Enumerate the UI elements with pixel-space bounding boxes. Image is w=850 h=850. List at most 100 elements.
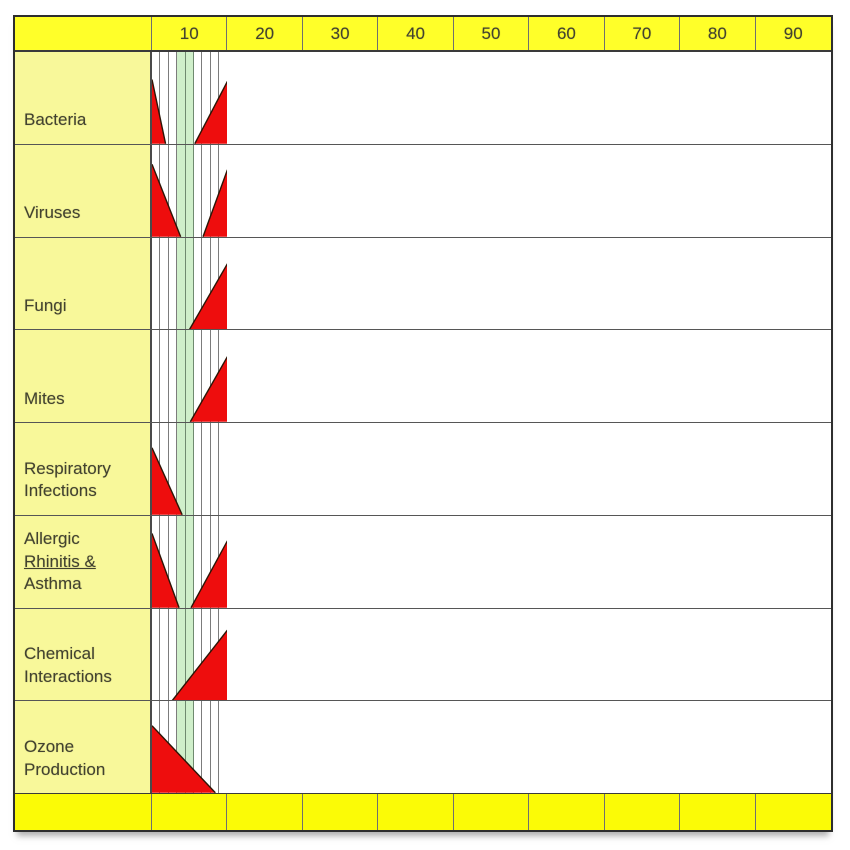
- humidity-tick-label: 40: [378, 17, 454, 50]
- grid-cell: [210, 144, 220, 237]
- optimum-zone-cell: [177, 515, 186, 608]
- footer-row: [15, 793, 831, 830]
- optimum-zone-cell: [185, 330, 194, 422]
- grid-cell: [193, 608, 203, 701]
- row-label-mites: Mites: [15, 330, 152, 422]
- footer-cell: [15, 794, 152, 830]
- row-label-line: Interactions: [24, 666, 112, 686]
- chart-row-bacteria: Bacteria: [15, 52, 831, 145]
- optimum-zone-cell: [177, 701, 186, 793]
- grid-cell: [152, 608, 161, 701]
- wedges-overlay: [152, 609, 228, 701]
- chart-row-respiratory-infections: Respiratory Infections: [15, 423, 831, 516]
- wedges-overlay: [152, 238, 228, 330]
- grid-cell: [202, 701, 211, 793]
- chart-area-mites: [152, 330, 228, 422]
- wedges-overlay: [152, 145, 228, 237]
- footer-cell: [756, 794, 831, 830]
- humidity-tick-label: 20: [227, 17, 303, 50]
- grid-cell: [193, 52, 203, 144]
- optimum-zone-cell: [185, 608, 194, 701]
- wedge-edge-line: [172, 630, 227, 701]
- grid-cell: [168, 608, 178, 701]
- grid-cell: [168, 330, 178, 422]
- wedge-edge-line: [191, 541, 227, 608]
- wedge-edge-line: [203, 170, 227, 237]
- chart-row-mites: Mites: [15, 330, 831, 423]
- row-label-line: Viruses: [24, 203, 81, 223]
- chart-row-fungi: Fungi: [15, 237, 831, 331]
- optimum-zone-cell: [185, 515, 194, 608]
- chart-row-ozone-production: Ozone Production: [15, 701, 831, 793]
- wedge-edge-line: [152, 533, 179, 607]
- grid-cell: [193, 330, 203, 422]
- humidity-effects-chart: 10 20 30 40 50 60 70 80 90 Bacteria Viruses Fungi M…: [13, 15, 833, 832]
- humidity-tick-label: 60: [529, 17, 605, 50]
- grid-cell: [219, 423, 228, 515]
- optimum-zone-cell: [177, 423, 186, 515]
- chart-area-bacteria: [152, 52, 228, 144]
- header-corner-cell: [15, 17, 152, 50]
- grid-cell: [168, 701, 178, 793]
- footer-cell: [529, 794, 605, 830]
- row-label-line: Asthma: [24, 574, 82, 594]
- wedge-edge-line: [190, 357, 227, 422]
- optimum-zone-cell: [177, 608, 186, 701]
- row-label-fungi: Fungi: [15, 237, 152, 330]
- grid-cell: [168, 515, 178, 608]
- grid-cell: [160, 515, 169, 608]
- grid-cell: [160, 52, 169, 144]
- grid-cell: [193, 701, 203, 793]
- grid-cell: [193, 144, 203, 237]
- row-label-line: Rhinitis &: [24, 551, 96, 571]
- humidity-tick-label: 80: [680, 17, 756, 50]
- grid-cell: [160, 608, 169, 701]
- optimum-zone-cell: [185, 237, 194, 330]
- wedge-edge-line: [152, 726, 215, 793]
- row-label-ozone-production: Ozone Production: [15, 701, 152, 793]
- grid-cell: [152, 330, 161, 422]
- humidity-tick-label: 10: [152, 17, 228, 50]
- optimum-zone-cell: [185, 144, 194, 237]
- grid-cell: [160, 144, 169, 237]
- optimum-zone-cell: [185, 423, 194, 515]
- wedge-edge-line: [189, 263, 227, 329]
- optimum-zone-cell: [177, 144, 186, 237]
- row-label-allergic-rhinitis-asthma: Allergic Rhinitis & Asthma: [15, 515, 152, 608]
- optimum-zone-cell: [177, 237, 186, 330]
- row-label-line: Ozone: [24, 737, 75, 757]
- footer-cell: [605, 794, 681, 830]
- footer-cell: [303, 794, 379, 830]
- chart-area-ozone-production: [152, 701, 228, 793]
- grid-cell: [193, 515, 203, 608]
- footer-cell: [227, 794, 303, 830]
- chart-row-allergic-rhinitis-asthma: Allergic Rhinitis & Asthma: [15, 515, 831, 609]
- row-label-line: Chemical: [24, 644, 95, 664]
- wedges-overlay: [152, 516, 228, 608]
- grid-cell: [168, 144, 178, 237]
- grid-cell: [168, 52, 178, 144]
- row-label-line: Fungi: [24, 295, 67, 315]
- optimum-zone-cell: [185, 52, 194, 144]
- footer-cell: [152, 794, 228, 830]
- grid-cell: [210, 701, 220, 793]
- grid-cell: [193, 423, 203, 515]
- optimum-zone-cell: [177, 52, 186, 144]
- grid-cell: [168, 423, 178, 515]
- wedges-overlay: [152, 52, 228, 144]
- grid-cell: [160, 237, 169, 330]
- optimum-zone-cell: [185, 701, 194, 793]
- grid-cell: [202, 515, 211, 608]
- grid-cell: [160, 330, 169, 422]
- grid-cell: [202, 237, 211, 330]
- grid-cell: [193, 237, 203, 330]
- chart-row-chemical-interactions: Chemical Interactions: [15, 608, 831, 702]
- wedge-left-respiratory-infections: [152, 447, 183, 515]
- footer-cell: [378, 794, 454, 830]
- chart-area-allergic-rhinitis-asthma: [152, 515, 228, 608]
- wedge-right-chemical-interactions: [172, 629, 228, 701]
- humidity-tick-label: 50: [454, 17, 530, 50]
- wedges-overlay: [152, 701, 227, 793]
- grid-cell: [202, 52, 211, 144]
- chart-area-viruses: [152, 144, 228, 237]
